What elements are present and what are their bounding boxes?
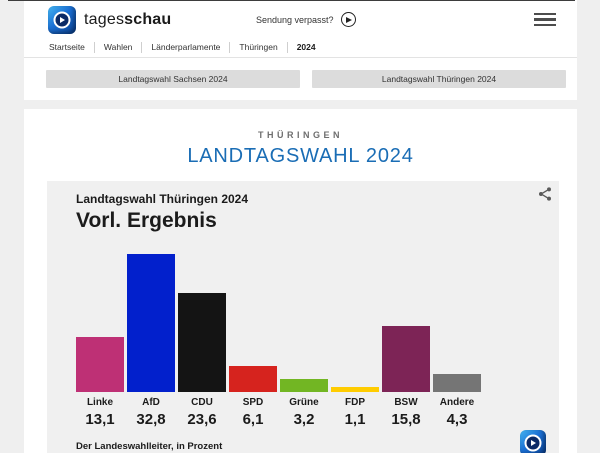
region-kicker: THÜRINGEN <box>258 130 343 140</box>
bar-column-afd: AfD 32,8 <box>127 254 175 428</box>
bar-value: 1,1 <box>344 411 366 428</box>
bar-label: Andere <box>439 397 475 408</box>
bar-value: 3,2 <box>293 411 315 428</box>
chart-subtitle: Vorl. Ergebnis <box>76 209 217 232</box>
bar-label: FDP <box>345 397 365 408</box>
bar-bsw <box>382 325 430 392</box>
election-switch-row: Landtagswahl Sachsen 2024 Landtagswahl T… <box>24 58 577 100</box>
bar-linke <box>76 337 124 392</box>
sendung-verpasst-link[interactable]: Sendung verpasst? <box>256 12 356 27</box>
window-top-border <box>8 0 575 1</box>
bar-column-bsw: BSW 15,8 <box>382 254 430 428</box>
bar-label: AfD <box>142 397 160 408</box>
page-title: LANDTAGSWAHL 2024 <box>187 145 414 167</box>
bar-label: Linke <box>86 397 114 408</box>
wordmark-regular: tages <box>84 10 125 28</box>
menu-icon[interactable] <box>534 10 556 29</box>
bar-area <box>229 254 277 392</box>
breadcrumb-2024[interactable]: 2024 <box>296 42 316 52</box>
bar-area <box>127 254 175 392</box>
bar-column-grüne: Grüne 3,2 <box>280 254 328 428</box>
breadcrumb-wahlen[interactable]: Wahlen <box>95 42 143 53</box>
breadcrumb-laenderparlamente[interactable]: Länderparlamente <box>142 42 231 53</box>
breadcrumb-startseite[interactable]: Startseite <box>40 42 95 53</box>
bar-area <box>76 254 124 392</box>
bar-area <box>331 254 379 392</box>
bar-fdp <box>331 387 379 392</box>
bar-value: 4,3 <box>446 411 468 428</box>
bar-value: 15,8 <box>391 411 421 428</box>
bar-column-spd: SPD 6,1 <box>229 254 277 428</box>
tagesschau-logo-icon[interactable] <box>48 5 76 34</box>
main-content: THÜRINGEN LANDTAGSWAHL 2024 Landtagswahl… <box>24 109 577 453</box>
share-icon[interactable] <box>537 186 553 202</box>
bar-grüne <box>280 378 328 392</box>
bar-area <box>382 254 430 392</box>
topbar: tagesschau Sendung verpasst? <box>24 1 577 38</box>
bar-label: BSW <box>394 397 418 408</box>
bar-area <box>433 254 481 392</box>
tagesschau-wordmark[interactable]: tagesschau <box>84 11 171 29</box>
wordmark-bold: schau <box>124 10 172 28</box>
play-icon[interactable] <box>340 12 356 27</box>
bar-afd <box>127 254 175 392</box>
bar-label: Grüne <box>289 397 319 408</box>
sendung-verpasst-label: Sendung verpasst? <box>256 14 334 25</box>
header: tagesschau Sendung verpasst? Startseite … <box>24 0 577 100</box>
results-chart-panel: Landtagswahl Thüringen 2024 Vorl. Ergebn… <box>47 181 559 453</box>
breadcrumb-thueringen[interactable]: Thüringen <box>230 42 288 53</box>
bar-cdu <box>178 292 226 392</box>
bar-column-fdp: FDP 1,1 <box>331 254 379 428</box>
bar-value: 23,6 <box>187 411 217 428</box>
bars-row: Linke 13,1 AfD 32,8 CDU 23,6 SPD 6,1 Grüne 3,2 FDP… <box>76 254 559 428</box>
bar-area <box>280 254 328 392</box>
bar-column-cdu: CDU 23,6 <box>178 254 226 428</box>
bar-andere <box>433 373 481 392</box>
chart-source: Der Landeswahlleiter, in Prozent <box>76 441 223 452</box>
bar-column-andere: Andere 4,3 <box>433 254 481 428</box>
bar-value: 13,1 <box>85 411 115 428</box>
tagesschau-corner-logo-icon <box>520 430 546 453</box>
bar-value: 32,8 <box>136 411 166 428</box>
sachsen-election-button[interactable]: Landtagswahl Sachsen 2024 <box>46 70 300 88</box>
bar-value: 6,1 <box>242 411 264 428</box>
bar-area <box>178 254 226 392</box>
breadcrumb: Startseite Wahlen Länderparlamente Thüri… <box>24 38 577 58</box>
thueringen-election-button[interactable]: Landtagswahl Thüringen 2024 <box>312 70 566 88</box>
bar-label: CDU <box>191 397 213 408</box>
bar-label: SPD <box>242 397 264 408</box>
chart-title: Landtagswahl Thüringen 2024 <box>76 192 249 206</box>
bar-spd <box>229 366 277 392</box>
bar-column-linke: Linke 13,1 <box>76 254 124 428</box>
